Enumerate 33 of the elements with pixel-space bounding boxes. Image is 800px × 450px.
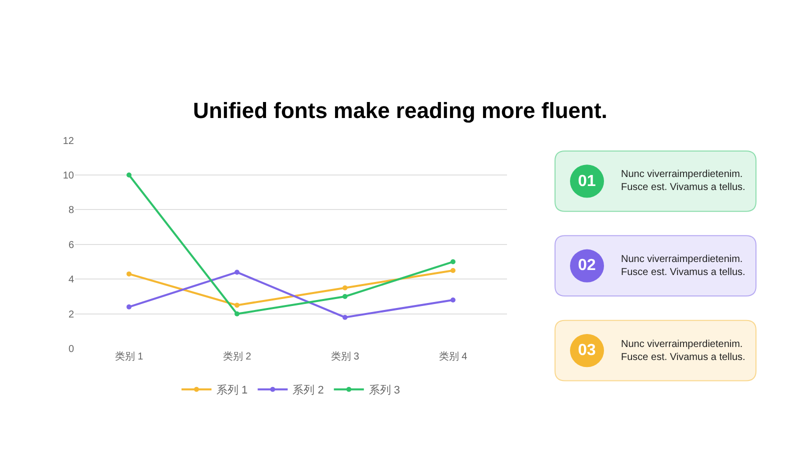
point — [126, 271, 132, 276]
point — [234, 270, 240, 275]
x-tick-label: 类别 3 — [330, 350, 360, 363]
text: Nunc viverraimperdietenim. Fusce est. Vivamus a tellus. — [621, 254, 746, 278]
legend-label: 系列 3 — [368, 384, 400, 397]
x-tick-label: 类别 4 — [438, 350, 468, 363]
y-tick-label: 6 — [68, 240, 74, 251]
text: 03 — [578, 342, 596, 359]
point — [126, 172, 132, 178]
point — [450, 297, 456, 302]
y-tick-label: 8 — [68, 205, 74, 216]
point — [234, 311, 240, 316]
y-tick-label: 12 — [62, 136, 74, 147]
y-tick-label: 10 — [62, 170, 74, 182]
legend-label: 系列 2 — [292, 384, 324, 397]
text: Nunc viverraimperdietenim. Fusce est. Vivamus a tellus. — [621, 169, 746, 193]
y-tick-label: 0 — [68, 344, 74, 356]
text: 01 — [578, 173, 596, 190]
chart-title: Unified fonts make reading more fluent. — [193, 98, 608, 123]
x-tick-label: 类别 1 — [114, 350, 144, 363]
x-tick-label: 类别 2 — [222, 350, 252, 363]
point — [342, 314, 348, 320]
text: Nunc viverraimperdietenim. Fusce est. Vivamus a tellus. — [621, 339, 746, 363]
y-tick-label: 2 — [68, 309, 74, 320]
point — [342, 294, 348, 300]
y-tick-label: 4 — [68, 274, 74, 286]
text: 02 — [578, 257, 596, 274]
point — [342, 285, 348, 290]
point — [126, 304, 132, 310]
legend-label: 系列 1 — [216, 384, 248, 397]
point — [450, 268, 456, 273]
point — [234, 302, 240, 308]
point — [450, 259, 456, 264]
